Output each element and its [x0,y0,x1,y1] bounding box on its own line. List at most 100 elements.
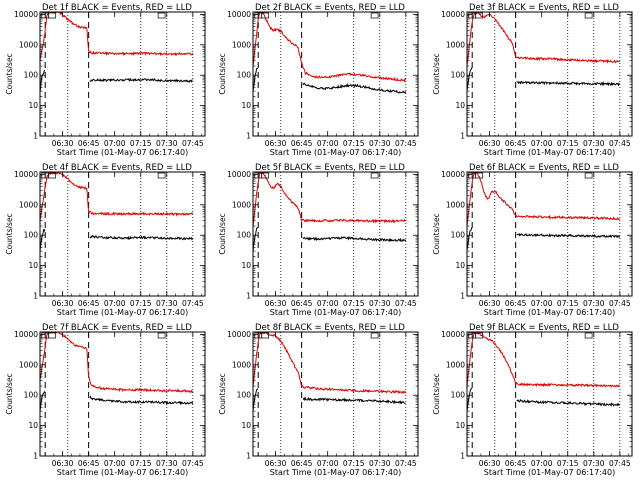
flag-marker [584,172,593,179]
y-tick-label: 10000 [14,330,38,339]
x-tick-label: 06:30 [479,139,501,148]
y-tick-label: 1 [246,132,251,141]
plot-frame [466,11,633,137]
x-axis-label: Start Time (01-May-07 06:17:40) [484,308,615,317]
panel-det-1: Det 1f BLACK = Events, RED = LLD 1 10 100 10… [5,3,206,157]
events-series-line [253,67,407,94]
y-tick-label: 100 [451,391,466,400]
y-tick-label: 10000 [441,10,465,19]
x-tick-label: 07:00 [317,299,339,308]
lld-series-line [467,12,620,66]
y-tick-label: 1 [460,452,465,461]
y-tick-label: 1000 [232,200,251,209]
flag-marker [370,332,379,339]
panel-title: Det 1f BLACK = Events, RED = LLD [42,3,192,13]
flag-marker [370,12,379,19]
panel-title: Det 6f BLACK = Events, RED = LLD [469,163,619,173]
x-tick-label: 07:45 [182,299,204,308]
events-series-line [40,228,194,252]
x-tick-label: 07:30 [369,139,391,148]
y-axis-label: Counts/sec [432,53,441,94]
panel-title: Det 5f BLACK = Events, RED = LLD [255,163,405,173]
y-tick-label: 100 [24,231,39,240]
y-tick-label: 1 [33,132,38,141]
y-tick-label: 1000 [446,40,465,49]
flag-marker [261,12,270,19]
y-tick-label: 10 [455,261,465,270]
events-series-line [40,69,193,93]
x-tick-label: 06:45 [505,459,527,468]
y-tick-label: 1 [33,292,38,301]
y-tick-label: 100 [24,391,39,400]
lld-series-line [467,172,620,226]
x-tick-label: 07:45 [395,459,417,468]
panel-det-7: Det 7f BLACK = Events, RED = LLD 1 10 100 10… [5,323,206,477]
x-tick-label: 06:45 [505,139,527,148]
y-tick-label: 10 [241,101,251,110]
panel-title: Det 2f BLACK = Events, RED = LLD [255,3,405,13]
y-tick-label: 100 [451,71,466,80]
x-axis-label: Start Time (01-May-07 06:17:40) [270,148,401,157]
y-tick-label: 100 [237,231,252,240]
x-tick-label: 06:45 [78,139,100,148]
plot-frame [252,331,419,457]
y-tick-label: 10000 [227,170,251,179]
x-tick-label: 07:30 [156,139,178,148]
y-tick-label: 10 [455,421,465,430]
x-tick-label: 07:30 [369,459,391,468]
y-axis-label: Counts/sec [432,373,441,414]
lld-series-line [467,332,620,389]
y-tick-label: 1000 [232,40,251,49]
y-tick-label: 10000 [14,10,38,19]
lld-series-line [40,12,194,62]
y-tick-label: 100 [237,391,252,400]
flag-marker [48,172,57,179]
x-axis-label: Start Time (01-May-07 06:17:40) [270,468,401,477]
plot-frame [466,171,633,297]
plot-frame [39,331,206,457]
x-tick-label: 07:15 [130,299,152,308]
flag-marker [261,332,270,339]
x-tick-label: 07:00 [104,139,126,148]
x-tick-label: 06:30 [52,459,74,468]
x-tick-label: 07:45 [395,299,417,308]
panel-title: Det 4f BLACK = Events, RED = LLD [42,163,192,173]
flag-marker [584,12,593,19]
x-tick-label: 07:45 [395,139,417,148]
plot-frame [252,171,419,297]
panel-title: Det 8f BLACK = Events, RED = LLD [255,323,405,333]
x-tick-label: 07:30 [583,139,605,148]
y-tick-label: 10000 [14,170,38,179]
y-tick-label: 1000 [19,200,38,209]
x-axis-label: Start Time (01-May-07 06:17:40) [484,468,615,477]
x-tick-label: 07:15 [343,459,365,468]
y-axis-label: Counts/sec [218,213,227,254]
events-series-line [467,387,620,412]
y-axis-label: Counts/sec [432,213,441,254]
panel-det-9: Det 9f BLACK = Events, RED = LLD 1 10 100 10… [432,323,633,477]
y-tick-label: 10 [28,101,38,110]
x-tick-label: 07:00 [104,299,126,308]
x-tick-label: 06:30 [479,459,501,468]
x-tick-label: 07:30 [583,299,605,308]
flag-marker [157,172,166,179]
x-tick-label: 06:45 [291,459,313,468]
lld-series-line [253,12,407,83]
y-tick-label: 100 [237,71,252,80]
y-tick-label: 10000 [227,10,251,19]
flag-marker [157,332,166,339]
y-tick-label: 10000 [441,170,465,179]
x-tick-label: 06:45 [78,299,100,308]
y-tick-label: 1000 [19,40,38,49]
y-axis-label: Counts/sec [5,53,14,94]
y-tick-label: 1 [246,452,251,461]
y-tick-label: 1 [33,452,38,461]
panel-det-2: Det 2f BLACK = Events, RED = LLD 1 10 100 10… [218,3,419,157]
flag-marker [48,332,57,339]
y-tick-label: 1000 [446,360,465,369]
x-tick-label: 06:45 [78,459,100,468]
flag-marker [157,12,166,19]
x-axis-label: Start Time (01-May-07 06:17:40) [57,308,188,317]
x-tick-label: 06:45 [505,299,527,308]
x-tick-label: 07:00 [531,299,553,308]
